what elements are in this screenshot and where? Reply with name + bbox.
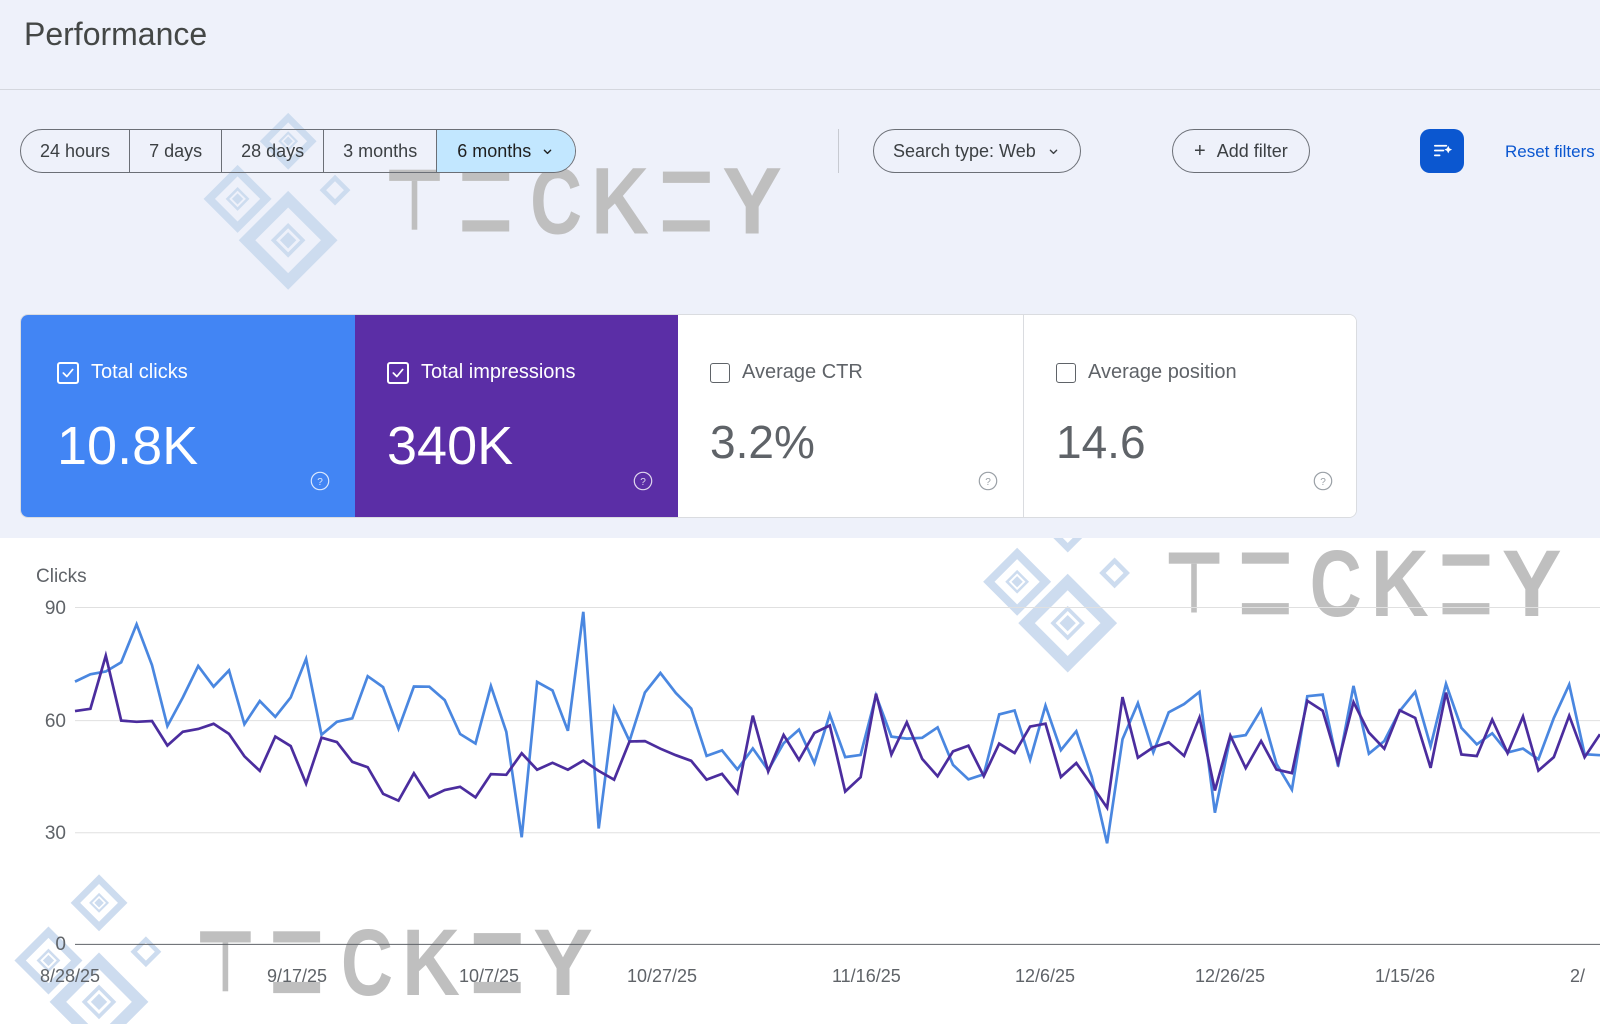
svg-text:8/28/25: 8/28/25: [40, 966, 100, 986]
svg-text:2/: 2/: [1570, 966, 1585, 986]
svg-text:12/6/25: 12/6/25: [1015, 966, 1075, 986]
svg-text:?: ?: [1320, 477, 1326, 488]
svg-text:60: 60: [45, 711, 66, 732]
svg-text:30: 30: [45, 823, 66, 844]
svg-text:0: 0: [55, 934, 66, 955]
svg-text:Y: Y: [722, 148, 782, 254]
svg-text:11/16/25: 11/16/25: [832, 966, 901, 986]
svg-text:9/17/25: 9/17/25: [267, 966, 327, 986]
svg-text:?: ?: [640, 477, 646, 488]
svg-text:?: ?: [985, 477, 991, 488]
svg-text:?: ?: [317, 477, 323, 488]
svg-text:1/15/26: 1/15/26: [1375, 966, 1435, 986]
svg-text:12/26/25: 12/26/25: [1195, 966, 1265, 986]
svg-text:90: 90: [45, 598, 66, 619]
svg-text:10/7/25: 10/7/25: [459, 966, 519, 986]
svg-text:K: K: [591, 148, 649, 254]
svg-text:10/27/25: 10/27/25: [627, 966, 697, 986]
